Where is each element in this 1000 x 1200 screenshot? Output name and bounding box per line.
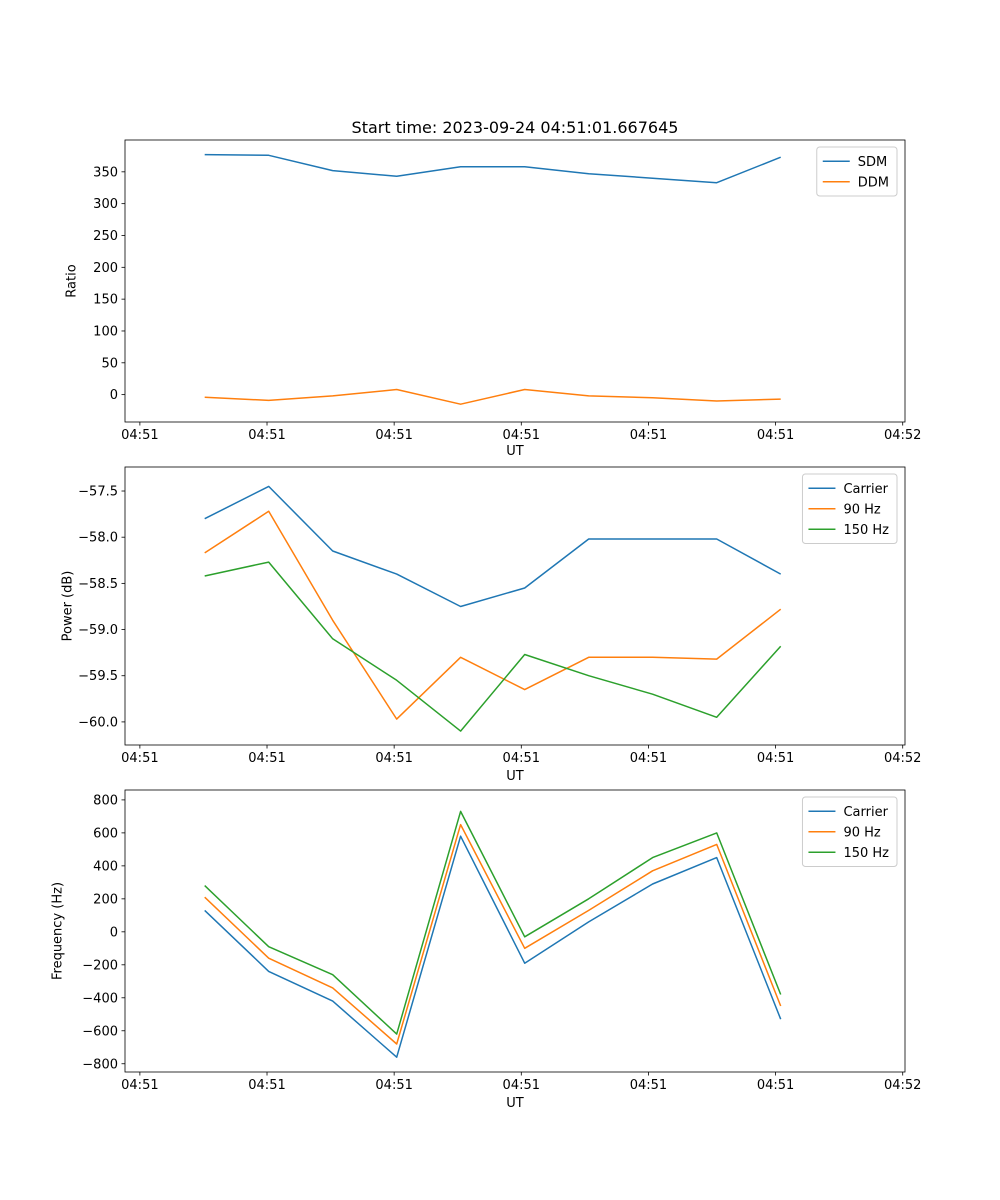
y-tick-label: −59.0 (78, 623, 118, 638)
y-tick-label: 400 (93, 859, 118, 874)
x-tick-label: 04:51 (630, 751, 667, 766)
x-tick-label: 04:51 (121, 428, 158, 443)
x-tick-label: 04:51 (503, 1078, 540, 1093)
x-tick-label: 04:52 (884, 1078, 921, 1093)
x-tick-label: 04:51 (630, 428, 667, 443)
series-line-carrier (204, 835, 782, 1058)
x-tick-label: 04:51 (375, 428, 412, 443)
legend-box (801, 473, 898, 544)
series-line-90-hz (204, 823, 782, 1045)
y-tick-label: 350 (93, 165, 118, 180)
x-tick-label: 04:52 (884, 428, 921, 443)
y-tick-label: −200 (82, 958, 118, 973)
y-tick-label: 250 (93, 229, 118, 244)
series-line-150-hz (204, 810, 782, 1035)
x-tick-label: 04:51 (248, 1078, 285, 1093)
legend-label-150-hz: 150 Hz (843, 846, 889, 861)
xlabel-ut-bottom: UT (506, 1096, 524, 1111)
subplot-power-db: 04:51 04:51 04:51 04:51 04:51 04:51 04:52 −57.5… (78, 466, 921, 766)
x-tick-label: 04:51 (121, 1078, 158, 1093)
y-tick-label: −800 (82, 1057, 118, 1072)
xlabel-ut-top: UT (506, 444, 524, 459)
x-tick-label: 04:51 (503, 428, 540, 443)
y-tick-label: 600 (93, 826, 118, 841)
legend: Carrier 90 Hz 150 Hz (801, 796, 898, 867)
x-tick-label: 04:51 (503, 751, 540, 766)
x-tick-label: 04:51 (757, 751, 794, 766)
subplot-frequency-hz: 04:51 04:51 04:51 04:51 04:51 04:51 04:52 800 60… (82, 789, 921, 1093)
y-tick-label: 200 (93, 892, 118, 907)
legend: Carrier 90 Hz 150 Hz (801, 473, 898, 544)
y-tick-label: 0 (110, 925, 118, 940)
y-tick-label: 50 (101, 356, 118, 371)
figure-title: Start time: 2023-09-24 04:51:01.667645 (351, 118, 679, 137)
legend-label-90-hz: 90 Hz (843, 502, 880, 517)
x-tick-label: 04:52 (884, 751, 921, 766)
y-tick-label: 100 (93, 324, 118, 339)
subplot-ratio: 04:51 04:51 04:51 04:51 04:51 04:51 04:52 0 50 10… (93, 139, 921, 443)
y-tick-label: 200 (93, 261, 118, 276)
y-tick-label: −60.0 (78, 715, 118, 730)
x-tick-label: 04:51 (375, 1078, 412, 1093)
axes-frame (124, 466, 906, 746)
x-tick-label: 04:51 (630, 1078, 667, 1093)
x-tick-label: 04:51 (757, 1078, 794, 1093)
legend-box (816, 146, 898, 197)
series-line-carrier (204, 485, 782, 608)
y-tick-label: −58.5 (78, 577, 118, 592)
y-tick-label: −400 (82, 991, 118, 1006)
y-tick-label: −600 (82, 1024, 118, 1039)
y-tick-label: 800 (93, 793, 118, 808)
axes-frame (124, 789, 906, 1073)
y-tick-label: −59.5 (78, 669, 118, 684)
legend-label-carrier: Carrier (843, 482, 888, 497)
x-tick-label: 04:51 (248, 428, 285, 443)
legend-box (801, 796, 898, 867)
y-tick-label: 300 (93, 197, 118, 212)
x-tick-label: 04:51 (375, 751, 412, 766)
x-tick-label: 04:51 (248, 751, 285, 766)
legend: SDM DDM (816, 146, 898, 197)
legend-label-ddm: DDM (858, 175, 889, 190)
xlabel-ut-middle: UT (506, 769, 524, 784)
series-line-ddm (204, 388, 781, 405)
x-tick-label: 04:51 (757, 428, 794, 443)
x-tick-label: 04:51 (121, 751, 158, 766)
legend-label-90-hz: 90 Hz (843, 825, 880, 840)
series-line-sdm (204, 153, 781, 184)
legend-label-sdm: SDM (858, 155, 887, 170)
legend-label-carrier: Carrier (843, 805, 888, 820)
legend-label-150-hz: 150 Hz (843, 523, 889, 538)
y-tick-label: 150 (93, 293, 118, 308)
y-tick-label: −57.5 (78, 485, 118, 500)
y-tick-label: 0 (110, 388, 118, 403)
series-line-90-hz (204, 510, 782, 720)
series-line-150-hz (204, 561, 782, 732)
axes-frame (124, 139, 906, 423)
y-tick-label: −58.0 (78, 531, 118, 546)
